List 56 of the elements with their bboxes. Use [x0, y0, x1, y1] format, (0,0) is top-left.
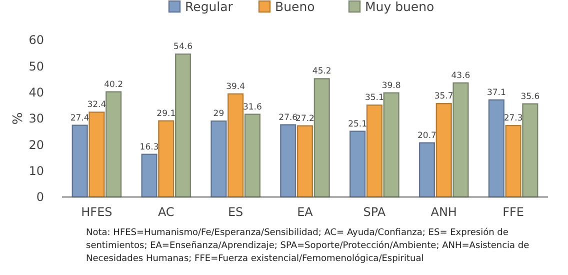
bar — [296, 125, 314, 198]
x-tick-label: HFES — [81, 205, 112, 219]
data-label: 25.1 — [348, 119, 368, 130]
bar — [383, 92, 400, 198]
data-label: 29.1 — [156, 108, 176, 119]
x-tick-label: FFE — [502, 205, 524, 219]
data-label: 37.1 — [486, 88, 506, 98]
bar — [418, 142, 436, 198]
bar — [158, 120, 174, 198]
bar — [436, 102, 452, 198]
legend-label: Bueno — [275, 0, 315, 14]
legend-label: Muy bueno — [365, 0, 434, 14]
bar — [350, 130, 366, 198]
bar — [244, 114, 260, 198]
bar — [314, 78, 330, 198]
data-label: 27.2 — [296, 114, 314, 124]
bar — [488, 99, 504, 198]
data-label: 40.2 — [104, 80, 124, 90]
y-tick-label: 40 — [28, 86, 44, 100]
bar — [452, 82, 469, 198]
x-tick-label: ANH — [430, 205, 457, 219]
data-label: 39.8 — [382, 80, 401, 91]
bar — [72, 124, 88, 198]
bar — [88, 112, 105, 198]
data-label: 54.6 — [174, 42, 192, 52]
legend-label: Regular — [185, 0, 234, 14]
bar — [210, 120, 227, 198]
data-label: 39.4 — [226, 82, 246, 92]
bar — [280, 124, 296, 198]
bar — [228, 93, 244, 198]
x-tick-label: AC — [158, 205, 174, 219]
bar — [106, 91, 122, 198]
data-label: 43.6 — [451, 70, 470, 81]
y-tick-label: 20 — [28, 138, 44, 152]
data-label: 29 — [213, 109, 224, 120]
bar — [522, 103, 538, 198]
x-tick-label: SPA — [363, 205, 386, 219]
bar — [505, 124, 522, 198]
data-label: 20.7 — [418, 130, 436, 141]
x-tick-label: ES — [228, 205, 244, 219]
data-label: 35.7 — [434, 92, 454, 102]
text: Nota: HFES=Humanismo/Fe/Esperanza/Sensibilidad; AC= Ayuda/Confianza; ES= Expresión de sentimientos; EA=Enseñanza/Aprendizaje; SPA=Soporte/Protección/Ambiente; ANH=Asistencia de Necesidades Humanas; FFE=Fuerza existencial/Femomenológica/Espiritual — [86, 227, 530, 264]
y-tick-label: 60 — [28, 33, 44, 48]
data-label: 31.6 — [242, 102, 262, 112]
bar — [366, 104, 382, 198]
data-label: 35.1 — [364, 93, 384, 104]
y-tick-label: 0 — [36, 190, 44, 204]
y-axis-title: % — [11, 112, 26, 125]
data-label: 45.2 — [312, 66, 332, 77]
data-label: 35.6 — [520, 92, 540, 102]
y-tick-label: 10 — [28, 164, 44, 178]
y-tick-label: 30 — [28, 112, 44, 126]
bar — [141, 154, 158, 198]
bar — [174, 54, 192, 198]
y-tick-label: 50 — [28, 59, 44, 74]
x-tick-label: EA — [297, 205, 314, 219]
